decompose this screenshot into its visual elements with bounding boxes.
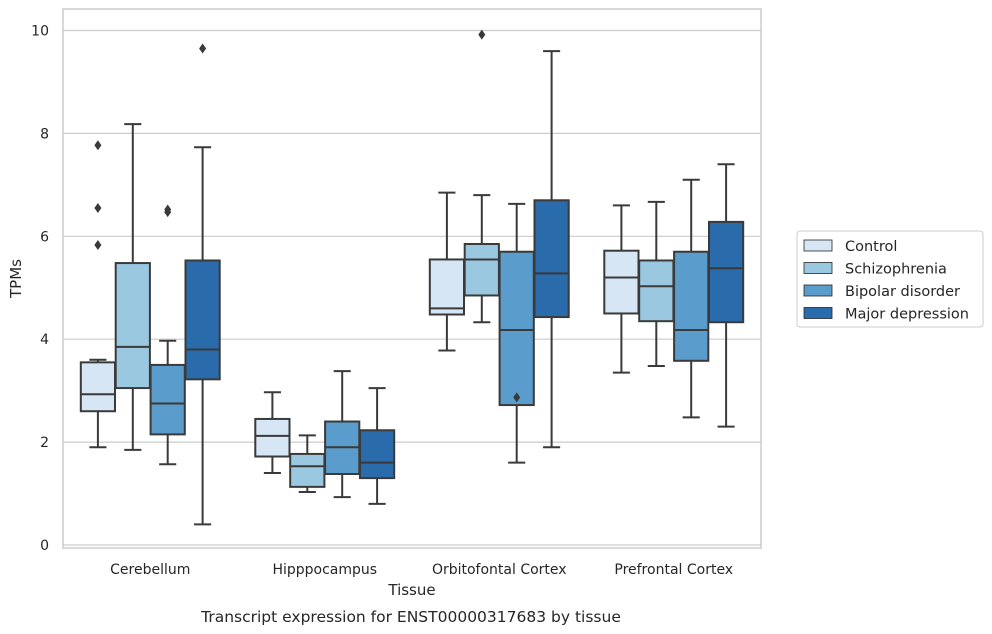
- x-axis-label: Tissue: [387, 581, 435, 599]
- box-body: [498, 250, 535, 407]
- x-tick-label: Prefrontal Cortex: [614, 562, 733, 578]
- box-control-2: [428, 191, 466, 352]
- box-bipolar-disorder-3: [673, 178, 710, 419]
- box-schizophrenia-1: [289, 434, 326, 494]
- legend-label: Bipolar disorder: [845, 284, 960, 300]
- y-tick-label: 0: [40, 538, 49, 554]
- box-major-depression-0: [184, 43, 221, 526]
- x-tick-label: Hipppocampus: [272, 562, 377, 578]
- box-body: [114, 262, 151, 390]
- x-tick-labels: Cerebellum Hipppocampus Orbitofontal Corte…: [110, 562, 733, 578]
- grid-lines: [63, 29, 761, 546]
- y-tick-label: 10: [31, 24, 49, 40]
- box-bipolar-disorder-0: [149, 204, 186, 466]
- legend-frame: [796, 230, 984, 328]
- outlier-point: [199, 43, 207, 54]
- box-body: [428, 258, 466, 316]
- legend-label: Control: [845, 239, 897, 255]
- y-tick-labels: 0 2 4 6 8 10: [31, 24, 49, 555]
- box-body: [673, 250, 710, 362]
- box-body: [638, 259, 675, 323]
- outlier-point: [94, 240, 102, 251]
- box-body: [289, 452, 326, 488]
- box-bipolar-disorder-2: [498, 202, 535, 464]
- y-axis-label: TPMs: [7, 259, 25, 299]
- box-schizophrenia-3: [638, 200, 675, 367]
- x-tick-label: Cerebellum: [110, 562, 190, 578]
- box-major-depression-2: [533, 50, 570, 449]
- box-body: [254, 417, 291, 458]
- y-tick-label: 6: [40, 229, 49, 245]
- box-body: [707, 220, 745, 324]
- plot-frame: [62, 8, 762, 549]
- outlier-point: [94, 203, 102, 214]
- box-control-3: [603, 204, 640, 374]
- legend-swatch: [803, 307, 833, 319]
- box-major-depression-1: [358, 387, 396, 505]
- legend-swatch: [803, 239, 833, 252]
- y-tick-label: 4: [40, 332, 49, 348]
- box-bipolar-disorder-1: [324, 370, 361, 499]
- outlier-point: [164, 204, 172, 215]
- x-tick-label: Orbitofontal Cortex: [432, 562, 567, 578]
- box-body: [184, 259, 221, 381]
- box-schizophrenia-2: [463, 29, 500, 324]
- legend-swatch: [803, 284, 833, 297]
- outlier-point: [513, 392, 521, 403]
- legend: Control Schizophrenia Bipolar disorder Majo…: [796, 230, 984, 328]
- box-body: [79, 361, 117, 413]
- boxes: [79, 29, 745, 526]
- outlier-point: [478, 29, 486, 40]
- legend-label: Major depression: [845, 307, 969, 323]
- chart-caption: Transcript expression for ENST0000031768…: [200, 608, 621, 626]
- y-tick-label: 2: [40, 435, 49, 451]
- box-control-1: [254, 391, 291, 474]
- box-major-depression-3: [707, 163, 745, 428]
- outlier-point: [94, 140, 102, 151]
- box-body: [603, 249, 640, 315]
- y-tick-label: 8: [40, 126, 49, 142]
- legend-swatch: [803, 262, 833, 274]
- box-schizophrenia-0: [114, 123, 151, 451]
- box-body: [533, 199, 570, 319]
- box-body: [358, 429, 396, 480]
- box-body: [149, 363, 186, 436]
- box-body: [463, 243, 500, 297]
- legend-label: Schizophrenia: [845, 262, 947, 278]
- box-control-0: [79, 140, 117, 449]
